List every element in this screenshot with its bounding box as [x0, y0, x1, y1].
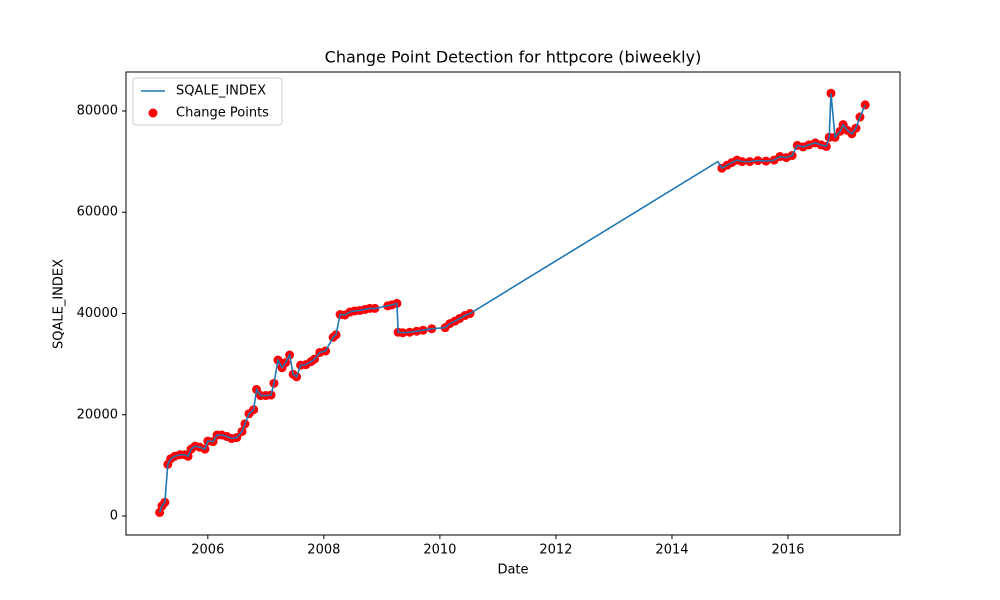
legend-label: SQALE_INDEX	[176, 84, 266, 99]
chart-title: Change Point Detection for httpcore (biw…	[325, 48, 702, 67]
legend-box	[132, 77, 283, 126]
x-tick-label: 2012	[539, 543, 572, 558]
x-tick-label: 2008	[307, 543, 340, 558]
x-tick-label: 2014	[655, 543, 688, 558]
x-tick-label: 2016	[771, 543, 804, 558]
y-tick-label: 0	[110, 509, 118, 524]
y-tick-label: 60000	[77, 205, 118, 220]
plot-frame	[125, 71, 901, 536]
y-tick-label: 80000	[77, 103, 118, 118]
line	[158, 93, 866, 513]
legend-label: Change Points	[176, 106, 269, 121]
x-tick-label: 2006	[191, 543, 224, 558]
x-tick-label: 2010	[423, 543, 456, 558]
y-axis-label: SQALE_INDEX	[52, 259, 67, 349]
legend-marker	[148, 108, 158, 118]
y-tick-label: 20000	[77, 407, 118, 422]
y-tick-label: 40000	[77, 306, 118, 321]
x-axis-label: Date	[497, 563, 528, 578]
